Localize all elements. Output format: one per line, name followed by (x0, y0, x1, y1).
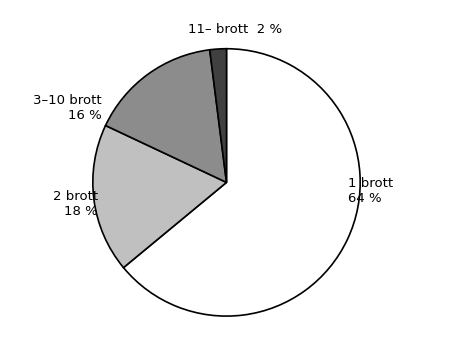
Wedge shape (124, 49, 360, 316)
Wedge shape (210, 49, 226, 183)
Text: 1 brott
64 %: 1 brott 64 % (348, 177, 393, 205)
Wedge shape (106, 50, 226, 183)
Wedge shape (93, 126, 226, 268)
Text: 3–10 brott
16 %: 3–10 brott 16 % (33, 94, 102, 121)
Text: 2 brott
18 %: 2 brott 18 % (53, 190, 98, 218)
Text: 11– brott  2 %: 11– brott 2 % (188, 23, 283, 36)
